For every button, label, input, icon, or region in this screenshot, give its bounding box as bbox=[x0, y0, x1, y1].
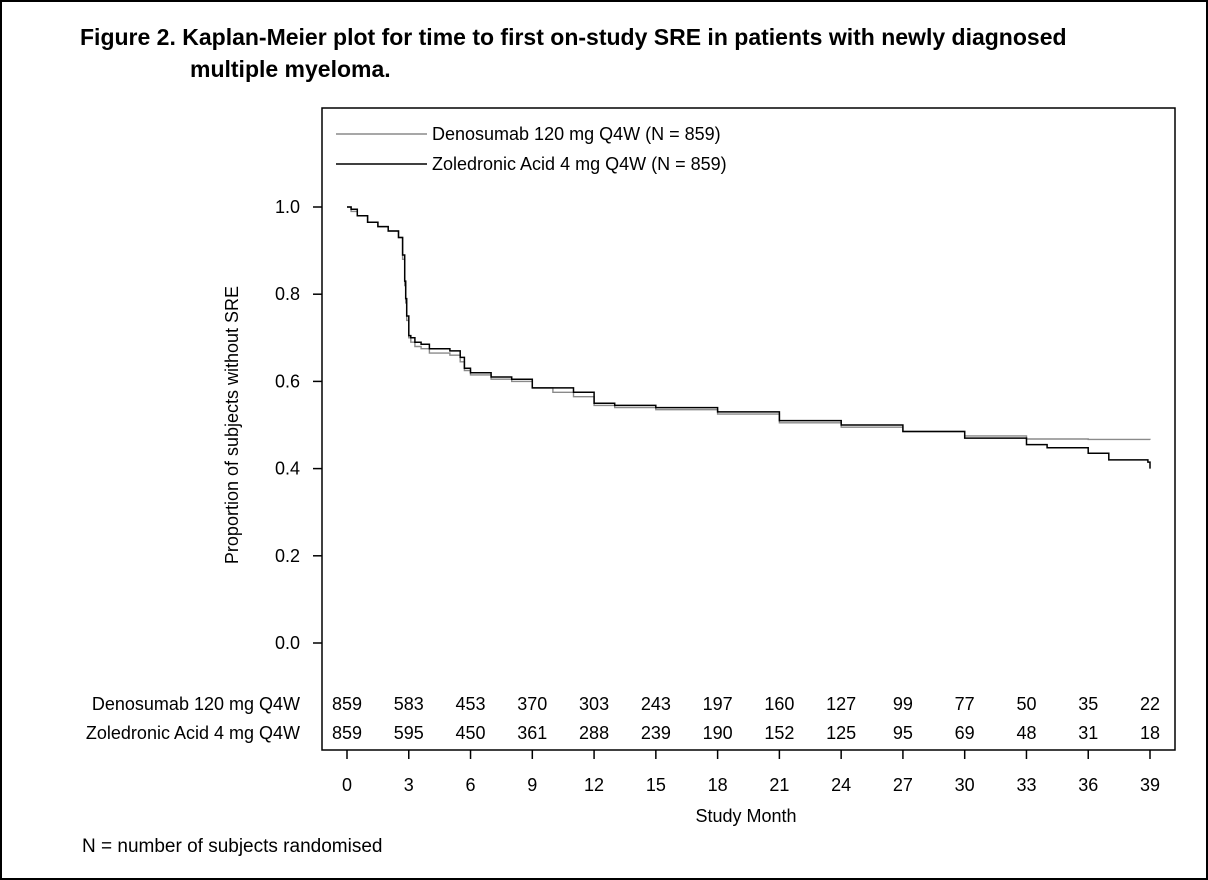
risk-count: 95 bbox=[893, 723, 913, 743]
x-tick-label: 27 bbox=[893, 775, 913, 795]
x-tick-label: 36 bbox=[1078, 775, 1098, 795]
x-tick-label: 6 bbox=[466, 775, 476, 795]
x-tick-label: 3 bbox=[404, 775, 414, 795]
x-tick-label: 39 bbox=[1140, 775, 1160, 795]
x-tick-label: 33 bbox=[1016, 775, 1036, 795]
risk-count: 50 bbox=[1016, 694, 1036, 714]
risk-count: 77 bbox=[955, 694, 975, 714]
risk-count: 303 bbox=[579, 694, 609, 714]
y-tick-label: 0.2 bbox=[275, 546, 300, 566]
risk-count: 99 bbox=[893, 694, 913, 714]
x-tick-label: 12 bbox=[584, 775, 604, 795]
series-layer bbox=[347, 206, 1151, 469]
legend-entry: Denosumab 120 mg Q4W (N = 859) bbox=[432, 124, 721, 144]
series-line-zoledronic-acid bbox=[347, 206, 1151, 469]
risk-row-label: Zoledronic Acid 4 mg Q4W bbox=[86, 723, 300, 743]
y-tick-label: 0.6 bbox=[275, 371, 300, 391]
x-tick-label: 18 bbox=[708, 775, 728, 795]
risk-count: 595 bbox=[394, 723, 424, 743]
footnote: N = number of subjects randomised bbox=[82, 836, 383, 857]
risk-count: 859 bbox=[332, 694, 362, 714]
legend: Denosumab 120 mg Q4W (N = 859) Zoledronic… bbox=[336, 124, 727, 174]
x-axis-label: Study Month bbox=[695, 806, 796, 826]
risk-count: 31 bbox=[1078, 723, 1098, 743]
x-tick-label: 24 bbox=[831, 775, 851, 795]
risk-count: 152 bbox=[764, 723, 794, 743]
plot-frame bbox=[321, 107, 1176, 751]
risk-count: 35 bbox=[1078, 694, 1098, 714]
risk-count: 160 bbox=[764, 694, 794, 714]
risk-table: Denosumab 120 mg Q4W 859 583 453 370 303 243 19… bbox=[86, 694, 1160, 743]
risk-count: 859 bbox=[332, 723, 362, 743]
risk-count: 69 bbox=[955, 723, 975, 743]
risk-row-label: Denosumab 120 mg Q4W bbox=[92, 694, 300, 714]
risk-count: 127 bbox=[826, 694, 856, 714]
risk-count: 370 bbox=[517, 694, 547, 714]
risk-count: 243 bbox=[641, 694, 671, 714]
risk-count: 288 bbox=[579, 723, 609, 743]
figure-title-line-1: Figure 2. Kaplan-Meier plot for time to … bbox=[80, 24, 1067, 50]
legend-entry: Zoledronic Acid 4 mg Q4W (N = 859) bbox=[432, 154, 727, 174]
risk-count: 48 bbox=[1016, 723, 1036, 743]
risk-count: 583 bbox=[394, 694, 424, 714]
x-tick-label: 9 bbox=[527, 775, 537, 795]
risk-count: 22 bbox=[1140, 694, 1160, 714]
y-axis: 0.0 0.2 0.4 0.6 0.8 1.0 bbox=[275, 197, 322, 653]
y-tick-label: 0.8 bbox=[275, 284, 300, 304]
y-axis-label: Proportion of subjects without SRE bbox=[222, 286, 242, 564]
risk-count: 239 bbox=[641, 723, 671, 743]
x-tick-label: 21 bbox=[769, 775, 789, 795]
x-axis: 0 3 6 9 12 15 18 21 24 27 30 33 36 39 bbox=[342, 750, 1160, 795]
y-tick-label: 1.0 bbox=[275, 197, 300, 217]
x-tick-label: 30 bbox=[955, 775, 975, 795]
y-tick-label: 0.4 bbox=[275, 459, 300, 479]
risk-count: 125 bbox=[826, 723, 856, 743]
figure-title-line-2: multiple myeloma. bbox=[190, 56, 391, 82]
risk-count: 197 bbox=[703, 694, 733, 714]
x-tick-label: 0 bbox=[342, 775, 352, 795]
risk-count: 361 bbox=[517, 723, 547, 743]
x-tick-label: 15 bbox=[646, 775, 666, 795]
risk-count: 450 bbox=[456, 723, 486, 743]
risk-count: 18 bbox=[1140, 723, 1160, 743]
series-line-denosumab bbox=[347, 206, 1151, 441]
y-tick-label: 0.0 bbox=[275, 633, 300, 653]
risk-count: 453 bbox=[456, 694, 486, 714]
risk-count: 190 bbox=[703, 723, 733, 743]
